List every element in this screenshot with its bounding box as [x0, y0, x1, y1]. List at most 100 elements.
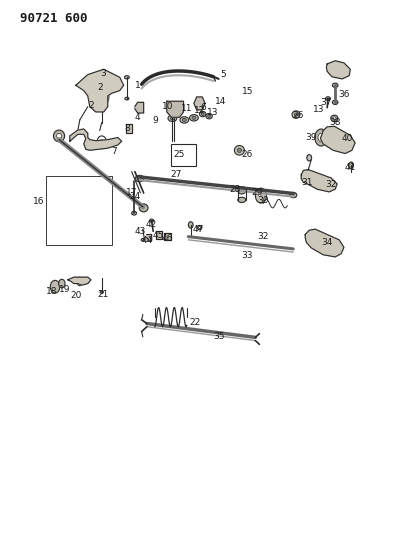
Text: 20: 20 [70, 292, 81, 300]
Circle shape [311, 176, 319, 187]
Text: 9: 9 [152, 117, 158, 125]
Text: 1: 1 [135, 81, 140, 90]
Text: 31: 31 [302, 179, 313, 187]
Text: 13: 13 [207, 109, 219, 117]
Circle shape [258, 192, 261, 196]
Text: 14: 14 [215, 97, 227, 106]
Ellipse shape [100, 291, 103, 294]
Polygon shape [167, 101, 184, 117]
Text: 7: 7 [111, 148, 117, 156]
Ellipse shape [294, 113, 298, 116]
Circle shape [315, 129, 328, 146]
Ellipse shape [290, 192, 297, 198]
Text: 32: 32 [326, 181, 337, 189]
Text: 5: 5 [221, 70, 226, 79]
Polygon shape [164, 233, 171, 240]
Ellipse shape [198, 227, 200, 229]
Ellipse shape [132, 211, 136, 215]
Circle shape [331, 134, 339, 145]
Text: 42: 42 [145, 221, 156, 229]
Circle shape [100, 140, 104, 145]
Text: 28: 28 [230, 185, 241, 194]
Text: 26: 26 [293, 111, 304, 119]
Polygon shape [76, 69, 124, 112]
Text: 36: 36 [338, 91, 350, 99]
Text: 30: 30 [258, 197, 269, 205]
Text: 44: 44 [142, 237, 153, 245]
Polygon shape [194, 97, 205, 110]
Text: 13: 13 [314, 105, 325, 114]
Text: 46: 46 [161, 234, 172, 243]
Text: 8: 8 [124, 125, 130, 133]
Text: 41: 41 [345, 164, 356, 172]
Bar [171, 144, 196, 166]
Polygon shape [320, 126, 355, 154]
Text: 38: 38 [330, 118, 341, 127]
Ellipse shape [57, 133, 61, 139]
Text: 18: 18 [46, 287, 57, 295]
Text: 3: 3 [100, 69, 106, 78]
Polygon shape [68, 277, 91, 285]
Polygon shape [126, 124, 132, 133]
Text: 21: 21 [97, 290, 109, 299]
Ellipse shape [326, 97, 330, 100]
Text: 12: 12 [194, 107, 205, 115]
Polygon shape [147, 235, 152, 241]
Text: 16: 16 [33, 197, 44, 206]
Text: 45: 45 [152, 231, 164, 240]
Ellipse shape [124, 76, 129, 79]
Text: 39: 39 [306, 133, 317, 142]
Circle shape [99, 93, 105, 101]
Ellipse shape [237, 148, 241, 152]
Ellipse shape [197, 225, 202, 230]
Text: 26: 26 [241, 150, 252, 159]
Ellipse shape [170, 117, 174, 120]
Text: 37: 37 [321, 98, 332, 107]
Text: 43: 43 [135, 228, 146, 236]
Text: 47: 47 [193, 225, 204, 233]
Ellipse shape [206, 114, 212, 119]
Polygon shape [70, 129, 122, 150]
Text: 2: 2 [88, 101, 94, 110]
Polygon shape [156, 231, 162, 239]
Ellipse shape [190, 115, 198, 121]
Text: 15: 15 [242, 87, 253, 96]
Polygon shape [326, 61, 350, 79]
Text: 32: 32 [257, 232, 268, 240]
Text: 22: 22 [189, 318, 200, 327]
Circle shape [97, 136, 107, 149]
Text: 24: 24 [129, 192, 140, 200]
Ellipse shape [234, 146, 244, 155]
Polygon shape [135, 102, 144, 113]
Ellipse shape [207, 115, 211, 117]
Ellipse shape [125, 98, 129, 100]
Polygon shape [305, 229, 344, 257]
Circle shape [95, 87, 109, 107]
Ellipse shape [180, 117, 189, 123]
Ellipse shape [201, 112, 204, 115]
Text: 25: 25 [173, 150, 184, 159]
Ellipse shape [192, 116, 196, 119]
Text: 34: 34 [322, 238, 333, 247]
Text: 6: 6 [201, 103, 206, 112]
Text: 2: 2 [97, 84, 103, 92]
Ellipse shape [141, 239, 144, 241]
Ellipse shape [200, 111, 206, 117]
Ellipse shape [333, 117, 336, 120]
Text: 4: 4 [135, 113, 140, 122]
Text: 40: 40 [342, 134, 353, 143]
Ellipse shape [332, 100, 338, 104]
Circle shape [307, 155, 312, 161]
Text: 27: 27 [170, 171, 181, 179]
Text: 17: 17 [126, 189, 137, 197]
Bar [46, 176, 112, 245]
Ellipse shape [332, 83, 338, 87]
Circle shape [255, 188, 267, 203]
Ellipse shape [150, 219, 154, 222]
Circle shape [188, 222, 193, 228]
Text: 29: 29 [252, 189, 263, 197]
Ellipse shape [292, 111, 300, 118]
Ellipse shape [53, 130, 65, 142]
Text: 11: 11 [181, 104, 192, 113]
Circle shape [197, 100, 202, 107]
